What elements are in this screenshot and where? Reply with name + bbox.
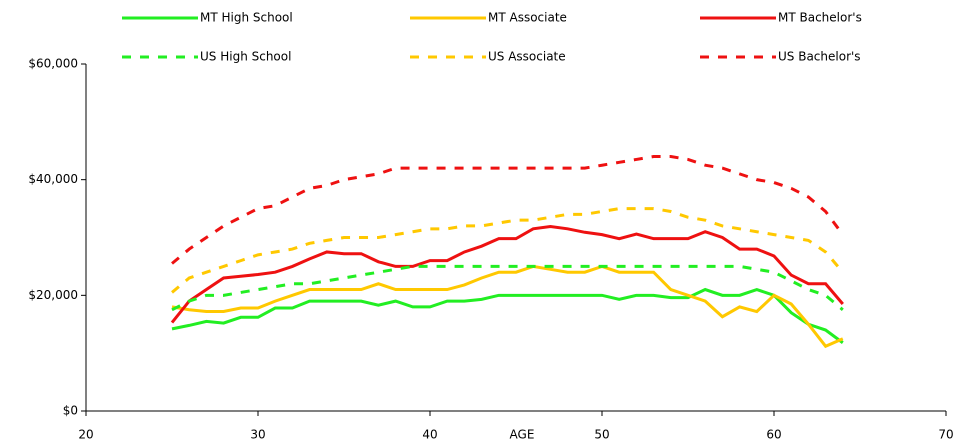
- y-tick-label: $20,000: [28, 288, 78, 302]
- legend-label: MT Associate: [488, 11, 567, 25]
- x-axis-label: AGE: [510, 428, 535, 442]
- x-tick-label: 20: [78, 428, 93, 442]
- x-tick-label: 60: [766, 428, 781, 442]
- y-tick-label: $60,000: [28, 57, 78, 71]
- series-line: [171, 155, 845, 265]
- legend-label: US High School: [200, 50, 291, 64]
- legend-label: MT Bachelor's: [778, 11, 862, 25]
- series-line: [171, 264, 844, 349]
- legend-label: US Associate: [488, 50, 566, 64]
- series-line: [171, 207, 844, 294]
- x-tick-label: 50: [594, 428, 609, 442]
- legend-label: MT High School: [200, 11, 293, 25]
- x-tick-label: 40: [422, 428, 437, 442]
- x-tick-label: 30: [250, 428, 265, 442]
- legend-label: US Bachelor's: [778, 50, 861, 64]
- series-line: [170, 224, 844, 324]
- y-tick-label: $40,000: [28, 172, 78, 186]
- x-tick-label: 70: [938, 428, 953, 442]
- y-tick-label: $0: [63, 404, 78, 418]
- series-line: [171, 287, 844, 344]
- series-line: [171, 264, 844, 312]
